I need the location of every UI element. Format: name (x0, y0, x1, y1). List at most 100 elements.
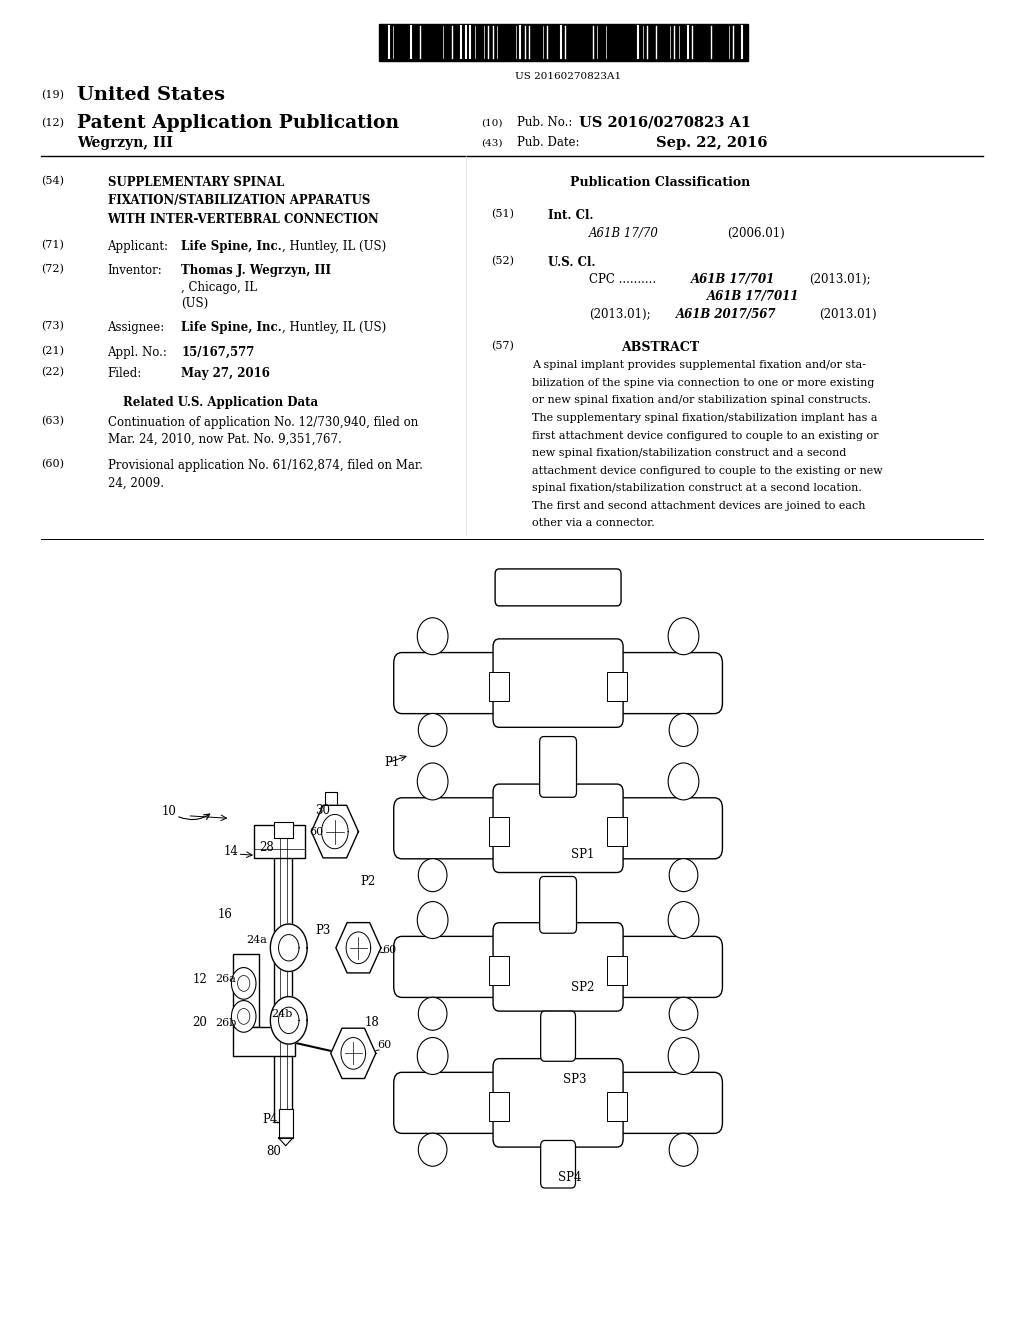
Text: Inventor:: Inventor: (108, 264, 162, 277)
Text: (10): (10) (481, 119, 503, 127)
Text: (2006.01): (2006.01) (727, 227, 784, 240)
Text: bilization of the spine via connection to one or more existing: bilization of the spine via connection t… (532, 378, 874, 388)
Text: SP1: SP1 (571, 847, 595, 861)
Circle shape (231, 968, 256, 999)
Text: spinal fixation/stabilization construct at a second location.: spinal fixation/stabilization construct … (532, 483, 862, 494)
Text: Sep. 22, 2016: Sep. 22, 2016 (656, 136, 768, 149)
Ellipse shape (419, 998, 447, 1030)
Bar (606, 1092, 627, 1121)
Text: A61B 17/70: A61B 17/70 (589, 227, 658, 240)
Ellipse shape (418, 902, 449, 939)
Bar (325, 792, 337, 816)
Ellipse shape (418, 618, 449, 655)
Text: (73): (73) (41, 321, 63, 331)
Text: Applicant:: Applicant: (108, 240, 169, 253)
FancyBboxPatch shape (394, 936, 513, 998)
Text: (71): (71) (41, 240, 63, 251)
FancyBboxPatch shape (394, 652, 513, 714)
Text: Appl. No.:: Appl. No.: (108, 346, 167, 359)
Text: Provisional application No. 61/162,874, filed on Mar.: Provisional application No. 61/162,874, … (108, 459, 423, 473)
Bar (489, 956, 510, 985)
Bar (254, 825, 305, 858)
Text: (12): (12) (41, 117, 63, 128)
Ellipse shape (419, 859, 447, 892)
Bar (489, 1092, 510, 1121)
Bar (606, 956, 627, 985)
Text: SUPPLEMENTARY SPINAL: SUPPLEMENTARY SPINAL (108, 176, 284, 189)
Text: (US): (US) (181, 297, 209, 310)
FancyBboxPatch shape (540, 876, 577, 933)
Text: 14: 14 (223, 845, 239, 858)
Text: 60: 60 (377, 1040, 391, 1051)
Text: (54): (54) (41, 176, 63, 186)
Text: , Huntley, IL (US): , Huntley, IL (US) (282, 321, 386, 334)
Text: (22): (22) (41, 367, 63, 378)
Bar (233, 954, 259, 1027)
Text: (52): (52) (492, 256, 514, 267)
Ellipse shape (419, 1133, 447, 1167)
Ellipse shape (670, 713, 698, 747)
Text: new spinal fixation/stabilization construct and a second: new spinal fixation/stabilization constr… (532, 449, 847, 458)
Text: Assignee:: Assignee: (108, 321, 165, 334)
Text: 60: 60 (382, 945, 396, 956)
Text: attachment device configured to couple to the existing or new: attachment device configured to couple t… (532, 466, 884, 475)
Bar (489, 672, 510, 701)
Text: 15/167,577: 15/167,577 (181, 346, 255, 359)
Text: ABSTRACT: ABSTRACT (622, 341, 699, 354)
Text: CPC ..........: CPC .......... (589, 273, 656, 286)
Text: US 2016/0270823 A1: US 2016/0270823 A1 (579, 116, 751, 129)
FancyBboxPatch shape (496, 569, 621, 606)
Ellipse shape (419, 713, 447, 747)
Bar (274, 822, 293, 838)
Text: 12: 12 (193, 973, 207, 986)
Polygon shape (270, 924, 307, 972)
Text: (2013.01): (2013.01) (819, 308, 877, 321)
Text: SP3: SP3 (563, 1073, 587, 1086)
FancyBboxPatch shape (394, 797, 513, 859)
Text: Continuation of application No. 12/730,940, filed on: Continuation of application No. 12/730,9… (108, 416, 418, 429)
Text: , Chicago, IL: , Chicago, IL (181, 281, 257, 294)
Ellipse shape (670, 1133, 698, 1167)
Text: 26a: 26a (215, 974, 236, 985)
Text: 24b: 24b (271, 1008, 293, 1019)
Text: P3: P3 (315, 924, 331, 937)
Text: (21): (21) (41, 346, 63, 356)
Text: other via a connector.: other via a connector. (532, 519, 655, 528)
Text: A spinal implant provides supplemental fixation and/or sta-: A spinal implant provides supplemental f… (532, 360, 866, 371)
Text: P2: P2 (360, 875, 376, 888)
Text: SP4: SP4 (558, 1171, 582, 1184)
Ellipse shape (670, 859, 698, 892)
Text: (57): (57) (492, 341, 514, 351)
Text: (51): (51) (492, 209, 514, 219)
Text: (63): (63) (41, 416, 63, 426)
Text: A61B 17/701: A61B 17/701 (691, 273, 775, 286)
Polygon shape (331, 1028, 376, 1078)
Text: A61B 17/7011: A61B 17/7011 (707, 290, 799, 304)
Text: 18: 18 (365, 1016, 379, 1030)
Text: first attachment device configured to couple to an existing or: first attachment device configured to co… (532, 430, 879, 441)
Bar (606, 672, 627, 701)
Bar (379, 24, 748, 61)
FancyBboxPatch shape (494, 784, 623, 873)
Text: SP2: SP2 (571, 981, 595, 994)
Text: WITH INTER-VERTEBRAL CONNECTION: WITH INTER-VERTEBRAL CONNECTION (108, 213, 379, 226)
Text: 16: 16 (218, 908, 233, 921)
FancyBboxPatch shape (604, 1072, 723, 1134)
Text: 24, 2009.: 24, 2009. (108, 477, 164, 490)
Ellipse shape (418, 763, 449, 800)
Text: 20: 20 (193, 1016, 208, 1030)
Text: 10: 10 (162, 805, 177, 818)
Text: Life Spine, Inc.: Life Spine, Inc. (181, 240, 282, 253)
Text: (60): (60) (41, 459, 63, 470)
FancyBboxPatch shape (604, 652, 723, 714)
Bar (279, 1109, 293, 1138)
Text: (2013.01);: (2013.01); (589, 308, 650, 321)
Ellipse shape (668, 618, 699, 655)
FancyBboxPatch shape (494, 639, 623, 727)
Text: Int. Cl.: Int. Cl. (548, 209, 593, 222)
Text: A61B 2017/567: A61B 2017/567 (676, 308, 776, 321)
Text: May 27, 2016: May 27, 2016 (181, 367, 270, 380)
FancyBboxPatch shape (541, 1140, 575, 1188)
Text: or new spinal fixation and/or stabilization spinal constructs.: or new spinal fixation and/or stabilizat… (532, 396, 871, 405)
Text: (72): (72) (41, 264, 63, 275)
